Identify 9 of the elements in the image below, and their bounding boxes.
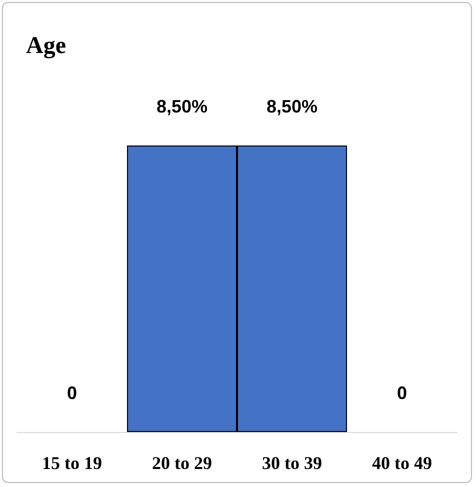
data-label: 0 [396,383,408,403]
x-tick-label: 40 to 49 [372,453,432,473]
data-label: 0 [66,383,78,403]
x-tick-label: 20 to 29 [152,453,212,473]
x-tick-label: 30 to 39 [262,453,322,473]
x-tick-label: 15 to 19 [42,453,102,473]
data-label: 8,50% [266,96,318,117]
data-label: 8,50% [156,96,208,117]
chart-title: Age [26,33,66,59]
